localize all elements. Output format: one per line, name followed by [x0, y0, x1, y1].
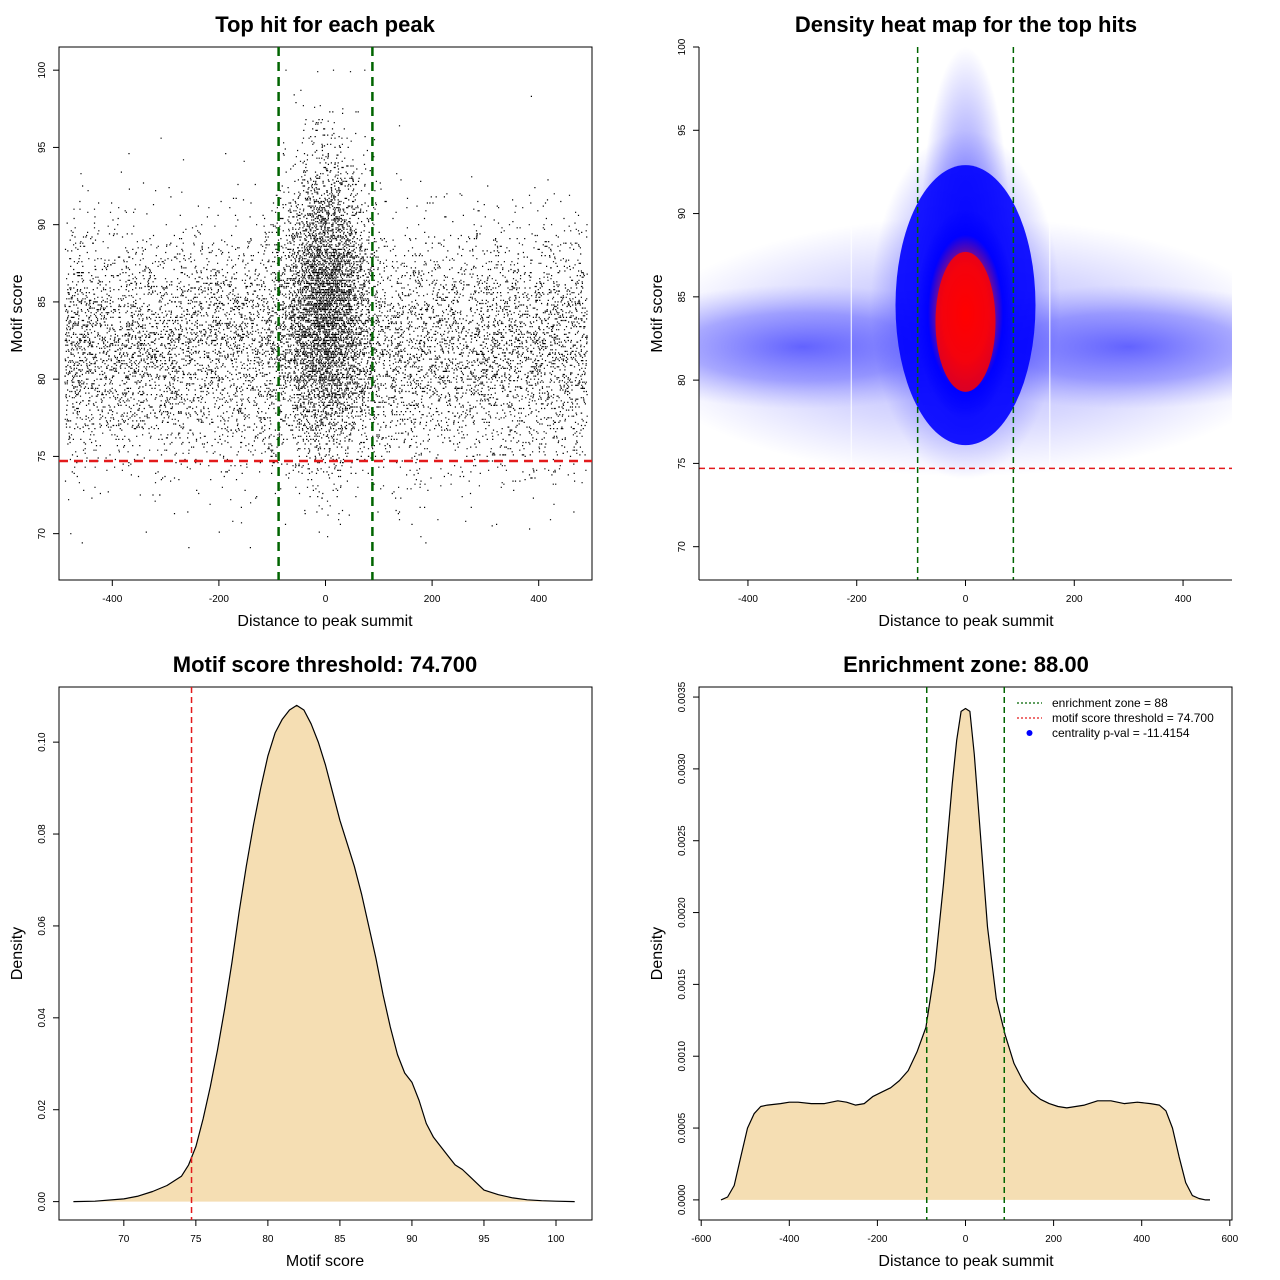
y-tick-label: 0.06 [37, 916, 48, 936]
x-tick-label: 400 [1133, 1234, 1150, 1245]
legend-point-icon [1026, 730, 1033, 736]
y-tick-label: 80 [677, 374, 688, 386]
plot-frame [58, 686, 593, 1221]
y-tick-label: 0.10 [37, 732, 48, 752]
y-tick-label: 0.0030 [677, 753, 688, 784]
score-density-panel: Motif score threshold: 74.700 Motif score… [9, 652, 593, 1270]
x-tick-label: -400 [738, 594, 758, 605]
x-tick-label: 90 [406, 1234, 418, 1245]
x-tick-label: 600 [1221, 1234, 1238, 1245]
density-area [73, 705, 575, 1202]
y-tick-label: 90 [677, 208, 688, 220]
y-tick-label: 0.0010 [677, 1040, 688, 1071]
scatter-panel: Top hit for each peak Distance to peak su… [9, 12, 593, 630]
x-tick-label: 200 [1066, 594, 1083, 605]
x-tick-label: 70 [118, 1234, 130, 1245]
y-tick-label: 70 [37, 528, 48, 540]
chart-title: Motif score threshold: 74.700 [173, 652, 477, 677]
heatmap-panel: Density heat map for the top hits Distanc… [649, 12, 1232, 630]
y-axis-label: Motif score [9, 274, 26, 352]
y-tick-label: 0.04 [37, 1008, 48, 1028]
y-axis-label: Density [649, 927, 666, 980]
x-tick-label: -400 [779, 1234, 799, 1245]
x-tick-label: 0 [963, 594, 969, 605]
density-curve [720, 707, 1210, 1201]
x-tick-label: 400 [530, 594, 547, 605]
density-area [721, 708, 1210, 1200]
x-axis-label: Distance to peak summit [878, 613, 1054, 630]
y-tick-label: 100 [37, 61, 48, 78]
y-tick-label: 70 [677, 541, 688, 553]
y-tick-label: 75 [37, 450, 48, 462]
y-tick-label: 95 [37, 141, 48, 153]
distance-density-panel: Enrichment zone: 88.00 Distance to peak s… [649, 652, 1239, 1270]
density-curve [73, 704, 575, 1203]
plot-frame [58, 46, 593, 581]
x-tick-label: -600 [691, 1234, 711, 1245]
x-tick-label: 95 [478, 1234, 490, 1245]
x-axis-label: Motif score [286, 1253, 364, 1270]
x-tick-label: 400 [1175, 594, 1192, 605]
legend-entry: motif score threshold = 74.700 [1052, 711, 1214, 725]
x-tick-label: 0 [963, 1234, 969, 1245]
x-tick-label: 75 [190, 1234, 202, 1245]
y-tick-label: 0.0015 [677, 969, 688, 1000]
scatter-point [64, 69, 588, 549]
y-axis-label: Density [9, 927, 26, 980]
x-tick-label: 200 [424, 594, 441, 605]
x-tick-label: -200 [847, 594, 867, 605]
legend-entry: enrichment zone = 88 [1052, 696, 1168, 710]
y-axis-label: Motif score [649, 274, 666, 352]
x-axis-label: Distance to peak summit [878, 1253, 1054, 1270]
y-tick-label: 80 [37, 373, 48, 385]
x-tick-label: 200 [1045, 1234, 1062, 1245]
y-tick-label: 85 [37, 296, 48, 308]
x-tick-label: -400 [102, 594, 122, 605]
legend-entry: centrality p-val = -11.4154 [1052, 726, 1190, 740]
y-tick-label: 0.0020 [677, 897, 688, 928]
x-axis-label: Distance to peak summit [237, 613, 413, 630]
x-tick-label: -200 [209, 594, 229, 605]
density-peak [935, 251, 996, 392]
y-tick-label: 100 [677, 38, 688, 55]
x-tick-label: 85 [334, 1234, 346, 1245]
chart-title: Top hit for each peak [215, 12, 435, 37]
x-tick-label: 80 [262, 1234, 274, 1245]
y-tick-label: 0.0035 [677, 681, 688, 712]
y-tick-label: 0.08 [37, 824, 48, 844]
y-tick-label: 0.0005 [677, 1112, 688, 1143]
chart-title: Density heat map for the top hits [795, 12, 1137, 37]
y-tick-label: 85 [677, 291, 688, 303]
plot-frame [698, 686, 1233, 1221]
x-tick-label: 0 [323, 594, 329, 605]
scatter-points [64, 69, 588, 549]
y-tick-label: 0.0025 [677, 825, 688, 856]
chart-title: Enrichment zone: 88.00 [843, 652, 1089, 677]
x-tick-label: -200 [867, 1234, 887, 1245]
y-tick-label: 95 [677, 124, 688, 136]
y-tick-label: 75 [677, 457, 688, 469]
x-tick-label: 100 [548, 1234, 565, 1245]
y-tick-label: 0.00 [37, 1191, 48, 1211]
y-tick-label: 90 [37, 219, 48, 231]
y-tick-label: 0.0000 [677, 1184, 688, 1215]
heatmap-density [699, 47, 1232, 531]
y-tick-label: 0.02 [37, 1100, 48, 1120]
